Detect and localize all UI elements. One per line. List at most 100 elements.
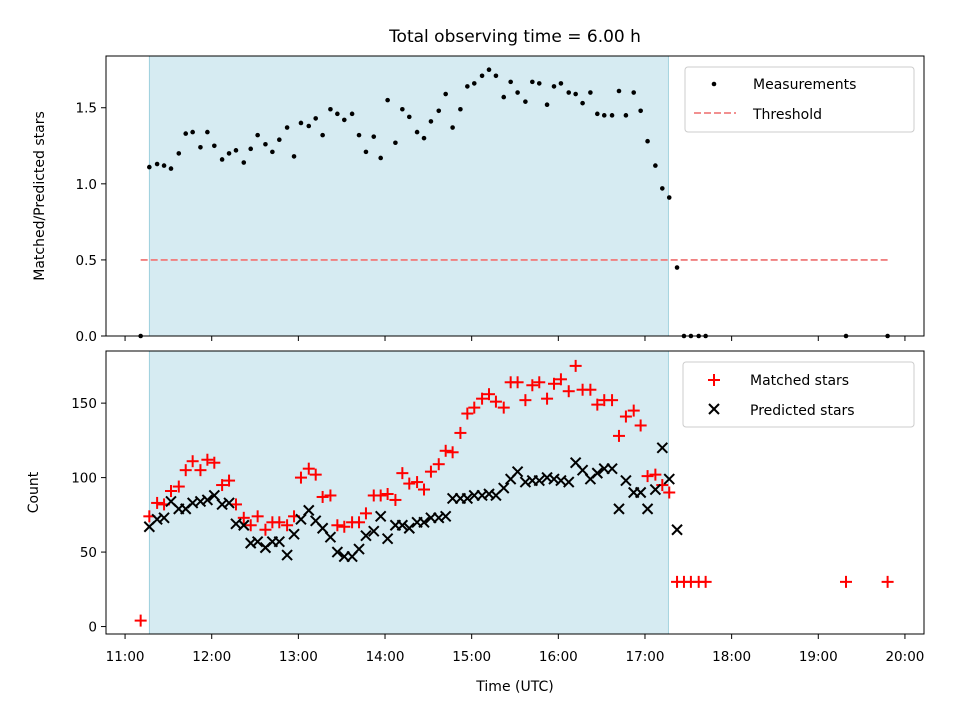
matched-star-point [554,373,567,386]
matched-star-point [840,575,853,588]
predicted-stars-points [143,442,683,563]
predicted-star-point [461,492,474,505]
predicted-star-point [374,510,387,523]
x-tick-label: 14:00 [366,649,405,665]
measurement-point [623,113,629,118]
measurement-point [638,108,643,114]
measurement-point [277,137,282,142]
matched-star-point [461,407,474,420]
predicted-star-point [663,473,675,485]
measurement-point [588,90,593,95]
matched-star-point [562,385,575,398]
legend-measurements-label: Measurements [753,77,856,93]
predicted-star-point [511,465,524,478]
measurement-point [674,265,680,270]
matched-star-point [699,575,712,588]
predicted-star-point [591,467,604,479]
predicted-star-point [649,483,662,496]
matched-star-point [519,394,532,407]
top-legend-box [684,66,915,133]
matched-star-point [533,376,546,389]
legend-measurements-marker [711,81,717,87]
measurement-point [263,141,268,147]
measurement-point [631,90,637,95]
matched-star-point [273,516,286,529]
predicted-star-point [613,503,625,515]
predicted-star-point [498,482,510,494]
matched-star-point [468,401,481,414]
predicted-star-point [403,522,415,534]
measurement-point [421,135,427,141]
measurement-point [378,155,383,161]
y-tick-label: 0 [88,620,97,636]
matched-star-point [641,470,654,483]
predicted-star-point [201,494,214,506]
matched-star-point [237,511,250,524]
measurement-point [298,120,304,126]
measurement-point [190,129,195,135]
top-y-axis-label: Matched/Predicted stars [32,111,48,281]
top-y-axis: 0.0 0.5 1.0 1.5 [76,101,106,345]
measurement-point [284,125,290,130]
measurement-point [154,161,160,167]
matched-star-point [294,471,307,484]
matched-star-point [881,575,894,588]
measurement-point [226,151,232,156]
measurement-point [241,160,247,165]
matched-stars-points [134,359,894,627]
matched-star-point [619,410,632,423]
predicted-star-point [368,525,380,537]
measurement-point [436,108,442,114]
measurement-point [523,99,528,104]
measurement-point [450,125,455,130]
matched-star-point [663,486,676,499]
matched-star-point [186,455,199,468]
predicted-star-point [641,503,654,515]
matched-star-point [483,388,496,401]
bottom-legend-box [682,361,915,428]
matched-star-point [216,479,229,492]
predicted-star-point [418,516,430,528]
y-tick-label: 1.0 [76,177,97,193]
matched-star-point [134,614,147,627]
measurement-point [595,111,600,117]
y-tick-label: 1.5 [76,101,97,117]
matched-star-point [584,383,597,396]
measurement-point [183,131,189,136]
measurement-point [443,91,448,97]
predicted-star-point [396,519,409,531]
matched-star-point [446,446,459,459]
matched-star-point [526,379,539,392]
chart-title: Total observing time = 6.00 h [388,27,641,47]
x-tick-label: 16:00 [539,649,578,665]
legend-matched-label: Matched stars [750,373,849,389]
matched-star-point [476,392,489,405]
predicted-star-point [620,474,632,487]
measurement-point [508,79,513,85]
predicted-star-point [656,442,669,454]
predicted-star-point [353,543,365,555]
x-tick-label: 11:00 [106,649,145,665]
measurement-point [406,114,412,120]
predicted-star-point [251,535,264,548]
predicted-star-point [208,489,221,502]
predicted-star-point [634,486,647,499]
matched-star-point [606,394,619,407]
measurement-point [205,129,210,135]
measurement-point [558,81,564,86]
measurement-point [356,132,362,138]
measurement-point [363,149,369,155]
matched-star-point [179,464,192,477]
top-panel-ratio: 0.0 0.5 1.0 1.5 Matched/Predicted stars Mea… [32,55,925,345]
matched-star-point [316,490,329,503]
matched-star-point [259,523,272,536]
measurement-point [616,88,622,94]
measurement-point [414,129,420,135]
predicted-star-point [238,519,250,531]
matched-star-point [627,404,640,417]
matched-star-point [389,493,402,506]
x-axis-label: Time (UTC) [475,679,553,695]
measurement-point [660,186,665,191]
measurement-point [385,97,390,103]
